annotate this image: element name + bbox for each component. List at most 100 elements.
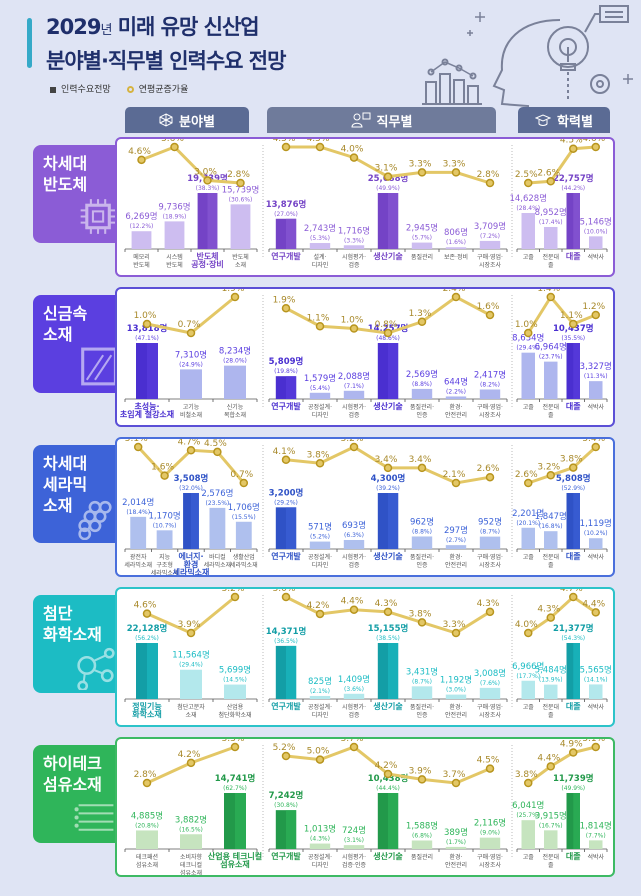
bar — [209, 507, 226, 549]
category-label: 검증 — [348, 712, 360, 719]
bar-value-label: 5,809명 — [269, 356, 304, 367]
growth-point — [485, 764, 495, 773]
category-label: 산업용 테크니컬 — [208, 851, 262, 861]
category-label: 반도체 — [196, 251, 218, 261]
growth-label: 2.4% — [443, 289, 466, 294]
category-label: 초임계 철강소재 — [120, 409, 174, 419]
bar-share-label: (7.7%) — [586, 832, 606, 839]
category-label: 생산기술 — [373, 701, 403, 711]
growth-point — [383, 769, 393, 779]
bar-value-label: 14,628명 — [509, 193, 547, 204]
growth-line — [140, 145, 241, 185]
growth-point — [591, 608, 600, 617]
bar-share-label: (8.8%) — [412, 528, 432, 535]
growth-label: 3.2% — [537, 462, 560, 472]
bar-chart-icon — [422, 58, 482, 105]
bar-value-label: 6,964명 — [535, 342, 567, 353]
growth-point — [142, 609, 152, 618]
growth-label: 5.2% — [222, 589, 245, 594]
sector-chart: 13,818명(47.1%) 초성능·초임계 철강소재 7,310명(24.9%) 고… — [120, 289, 612, 419]
category-label: 전문대 — [542, 403, 559, 411]
category-label: 시험평가· — [342, 853, 366, 861]
bar-value-label: 6,966명 — [512, 661, 544, 672]
bar — [309, 541, 331, 549]
category-label: 석박사 — [587, 253, 604, 261]
category-label: 디자인 — [312, 561, 329, 569]
growth-label: 5.1% — [582, 739, 605, 744]
growth-label: 1.4% — [537, 289, 560, 294]
growth-point — [230, 292, 240, 302]
category-label: 졸 — [548, 262, 554, 269]
category-label: 구매·영업· — [477, 253, 503, 261]
bar — [343, 539, 365, 549]
bar-value-label: 2,576명 — [201, 488, 233, 499]
growth-label: 4.6% — [134, 601, 157, 611]
growth-point — [281, 304, 291, 313]
bar-share-label: (4.3%) — [310, 836, 330, 843]
gear-icon — [590, 74, 610, 94]
category-label: 디자인 — [312, 711, 329, 719]
bar-share-label: (25.7%) — [516, 812, 540, 819]
bar — [343, 390, 365, 399]
bar-share-label: (48.6%) — [376, 335, 400, 342]
bar-value-label: 4,885명 — [131, 810, 163, 821]
bar — [589, 236, 603, 249]
growth-label: 4.5% — [307, 139, 330, 144]
legend-bar-label: 인력수요전망 — [61, 85, 111, 95]
bar-shade — [147, 643, 158, 699]
page-title: 2029년 미래 유망 신산업 분야별·직무별 인력수요 전망 — [46, 12, 286, 76]
bar-share-label: (5.7%) — [412, 235, 432, 242]
growth-point — [142, 778, 152, 788]
category-label: 연구개발 — [271, 701, 301, 711]
bar — [544, 830, 558, 849]
growth-point — [569, 592, 578, 602]
bar — [479, 536, 501, 549]
bar-value-label: 22,128명 — [127, 623, 168, 634]
growth-label: 1.2% — [582, 302, 605, 312]
category-label: 테크니컬 — [180, 861, 202, 869]
bar-share-label: (15.5%) — [232, 514, 256, 521]
graduation-cap-icon — [535, 114, 552, 126]
bar-share-label: (52.9%) — [561, 485, 585, 492]
category-label: 시험평가· — [342, 253, 366, 261]
bar-value-label: 7,242명 — [269, 790, 304, 801]
bar-share-label: (1.6%) — [446, 239, 466, 246]
growth-point — [213, 447, 222, 457]
category-label: 첨단화학소재 — [218, 711, 251, 719]
bar-value-label: 3,008명 — [474, 668, 506, 679]
sector-label-line: 세라믹 — [43, 475, 88, 494]
head-outline-icon — [492, 19, 561, 124]
bar-share-label: (29.4%) — [516, 345, 540, 352]
growth-label: 3.3% — [409, 159, 432, 169]
bar-share-label: (44.4%) — [376, 785, 400, 792]
growth-line — [527, 595, 597, 635]
category-label: 고졸 — [523, 254, 535, 261]
category-label: 환경· — [450, 553, 463, 561]
bar-share-label: (1.7%) — [446, 839, 466, 846]
bar-share-label: (8.8%) — [412, 381, 432, 388]
growth-label: 3.9% — [409, 766, 432, 776]
bar-share-label: (44.2%) — [561, 185, 585, 192]
category-label: 안전관리 — [445, 711, 467, 719]
bar-value-label: 5,484명 — [535, 665, 567, 676]
sparkle-icon — [467, 12, 633, 84]
bar — [131, 231, 152, 249]
category-label: 에너지· — [178, 551, 203, 561]
bar-share-label: (29.4%) — [179, 662, 203, 669]
bar-value-label: 3,882명 — [175, 814, 207, 825]
growth-point — [524, 178, 533, 188]
growth-point — [160, 471, 169, 480]
bar-share-label: (3.3%) — [344, 237, 364, 244]
bar — [521, 352, 535, 399]
category-label: 시험평가· — [342, 553, 366, 561]
bar — [180, 369, 202, 399]
growth-label: 2.6% — [537, 168, 560, 178]
growth-label: 1.1% — [307, 313, 330, 323]
bar-value-label: 1,119명 — [580, 518, 612, 529]
chip-icon — [80, 199, 116, 234]
growth-label: 3.8% — [515, 770, 538, 780]
sector-chart: 2,014명(18.4%)광전자세라믹소재1,170명(10.7%)지능구조형세… — [122, 439, 612, 575]
growth-point — [451, 478, 461, 488]
category-label: 소재 — [185, 711, 196, 719]
growth-point — [451, 778, 461, 788]
